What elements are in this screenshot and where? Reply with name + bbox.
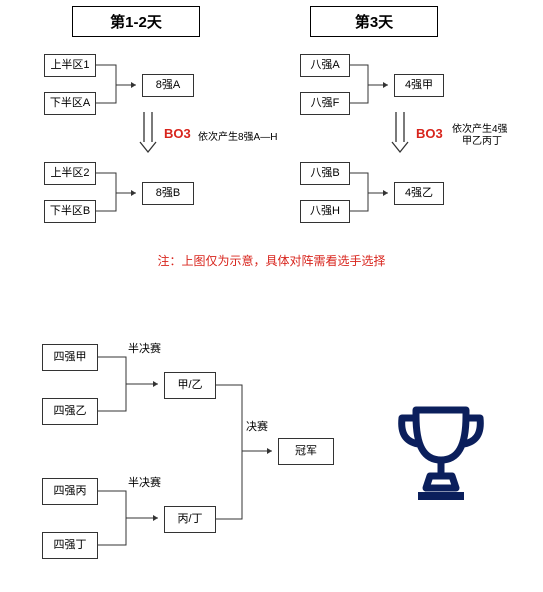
note-right2: 甲乙丙丁 bbox=[462, 132, 502, 147]
bo3-right: BO3 bbox=[416, 126, 443, 141]
node-upper1: 上半区1 bbox=[44, 54, 96, 77]
node-4q-bing: 四强丙 bbox=[42, 478, 98, 505]
node-8a: 8强A bbox=[142, 74, 194, 97]
node-4q-jia: 四强甲 bbox=[42, 344, 98, 371]
connector-tr2 bbox=[350, 162, 394, 232]
header-day3: 第3天 bbox=[310, 6, 438, 37]
header-day12: 第1-2天 bbox=[72, 6, 200, 37]
node-sf2: 丙/丁 bbox=[164, 506, 216, 533]
node-upper2: 上半区2 bbox=[44, 162, 96, 185]
connector-final bbox=[216, 372, 278, 542]
center-note: 注：上图仅为示意，具体对阵需看选手选择 bbox=[0, 252, 543, 269]
node-4q-yi: 四强乙 bbox=[42, 398, 98, 425]
node-lowerA: 下半区A bbox=[44, 92, 96, 115]
node-8b: 8强B bbox=[142, 182, 194, 205]
connector-b2 bbox=[98, 478, 164, 568]
node-8qB: 八强B bbox=[300, 162, 350, 185]
node-sf1: 甲/乙 bbox=[164, 372, 216, 399]
node-4jia: 4强甲 bbox=[394, 74, 444, 97]
bo3-left: BO3 bbox=[164, 126, 191, 141]
node-4yi: 4强乙 bbox=[394, 182, 444, 205]
connector-tl2 bbox=[96, 162, 142, 232]
trophy-icon bbox=[386, 398, 496, 518]
node-lowerB: 下半区B bbox=[44, 200, 96, 223]
node-8qF: 八强F bbox=[300, 92, 350, 115]
node-8qH: 八强H bbox=[300, 200, 350, 223]
note-left: 依次产生8强A—H bbox=[198, 128, 277, 143]
connector-tr1 bbox=[350, 54, 394, 124]
arrow-down-right bbox=[390, 112, 410, 154]
node-4q-ding: 四强丁 bbox=[42, 532, 98, 559]
node-champion: 冠军 bbox=[278, 438, 334, 465]
node-8qA: 八强A bbox=[300, 54, 350, 77]
connector-b1 bbox=[98, 344, 164, 434]
arrow-down-left bbox=[138, 112, 158, 154]
connector-tl1 bbox=[96, 54, 142, 124]
